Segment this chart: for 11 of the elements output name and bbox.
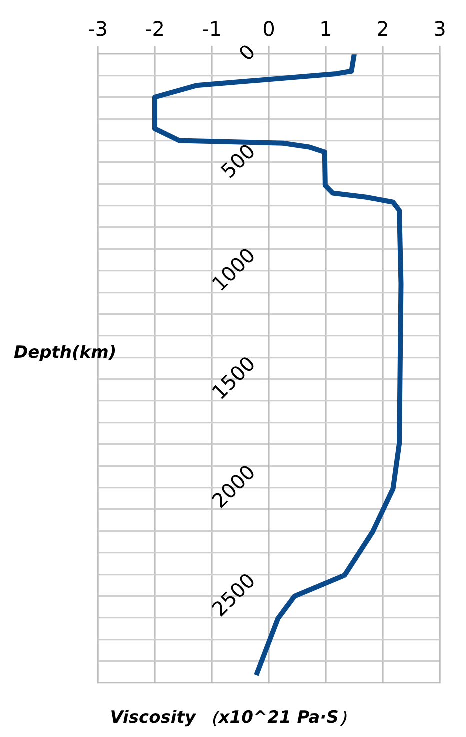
y-tick-label: 500 <box>216 139 260 184</box>
x-tick-label: 2 <box>376 17 390 42</box>
x-tick-label: -1 <box>202 17 222 42</box>
y-axis-title: Depth(km) <box>14 343 117 363</box>
x-tick-label: -3 <box>88 17 108 42</box>
x-tick-label: 3 <box>434 17 446 42</box>
x-tick-label: -2 <box>145 17 165 42</box>
y-tick-label: 0 <box>234 40 260 66</box>
x-tick-label: 0 <box>262 17 276 42</box>
x-tick-label: 1 <box>320 17 332 42</box>
x-axis-title: Viscosity （x10^21 Pa·S） <box>109 707 357 729</box>
